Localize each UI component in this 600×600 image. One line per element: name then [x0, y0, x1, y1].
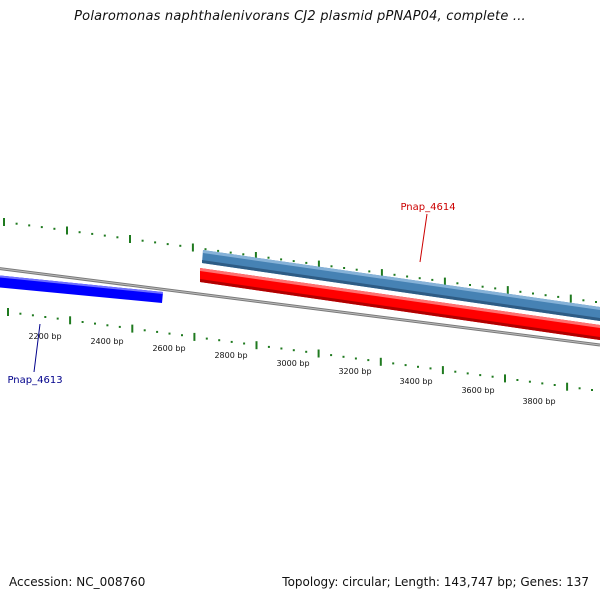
plasmid-backbone-inner — [0, 268, 600, 346]
ruler-label-3000: 3000 bp — [276, 359, 309, 368]
map-title: Polaromonas naphthalenivorans CJ2 plasmi… — [74, 9, 526, 24]
topology-summary: Topology: circular; Length: 143,747 bp; … — [282, 575, 589, 589]
gene-feature-pnap-4613-highlight — [0, 275, 163, 294]
gene-feature-steel-highlight — [203, 250, 600, 310]
ruler-label-3200: 3200 bp — [338, 367, 371, 376]
ruler-label-3400: 3400 bp — [399, 377, 432, 386]
gene-feature-pnap-4614[interactable] — [200, 268, 600, 340]
gene-leader-pnap-4614 — [419, 213, 428, 263]
inner-tick-track — [7, 308, 593, 391]
ruler-labels: 2200 bp 2400 bp 2600 bp 2800 bp 3000 bp … — [28, 332, 555, 406]
gene-label-pnap-4613[interactable]: Pnap_4613 — [7, 375, 62, 386]
gene-feature-steel-shadow — [202, 260, 600, 321]
ruler-label-2400: 2400 bp — [90, 337, 123, 346]
ruler-label-3800: 3800 bp — [522, 397, 555, 406]
gene-label-pnap-4614[interactable]: Pnap_4614 — [400, 202, 455, 213]
ruler-label-3600: 3600 bp — [461, 386, 494, 395]
gene-feature-pnap-4614-shadow — [200, 279, 600, 340]
outer-tick-track — [3, 218, 597, 303]
gene-feature-steel[interactable] — [202, 250, 600, 321]
ruler-label-2800: 2800 bp — [214, 351, 247, 360]
gene-feature-pnap-4613[interactable] — [0, 275, 163, 303]
ruler-label-2600: 2600 bp — [152, 344, 185, 353]
gene-leader-pnap-4613 — [33, 323, 41, 373]
ruler-label-2200: 2200 bp — [28, 332, 61, 341]
gene-feature-pnap-4614-highlight — [200, 268, 600, 328]
accession-text: Accession: NC_008760 — [9, 575, 146, 589]
